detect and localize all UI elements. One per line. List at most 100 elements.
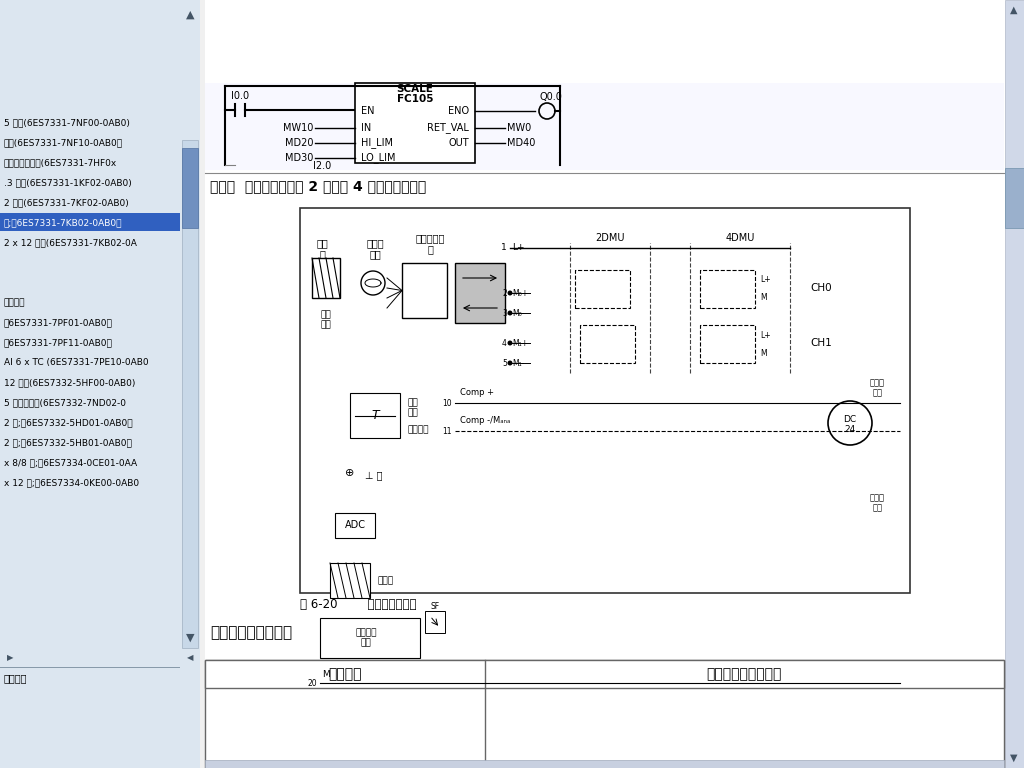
Text: RET_VAL: RET_VAL (427, 123, 469, 134)
Text: 立高速；同步；(6ES7331-7HF0x: 立高速；同步；(6ES7331-7HF0x (4, 158, 118, 167)
Bar (205, 83, 1004, 170)
Text: 接线：  用于电流测量的 2 线制和 4 线制测量变送器: 接线： 用于电流测量的 2 线制和 4 线制测量变送器 (210, 179, 426, 193)
Bar (330, 563, 370, 598)
Text: 24: 24 (845, 425, 856, 433)
Text: 2 位;（6ES7332-5HD01-0AB0）: 2 位;（6ES7332-5HD01-0AB0） (4, 419, 133, 428)
Text: （6ES7331-7PF11-0AB0）: （6ES7331-7PF11-0AB0） (4, 339, 113, 347)
Text: HI_LIM: HI_LIM (361, 137, 393, 148)
Bar (1005, 0, 1024, 768)
Bar (205, 660, 1004, 768)
Text: 图 6-20        接线图和方框图: 图 6-20 接线图和方框图 (300, 598, 417, 611)
Bar (0, 213, 180, 231)
Text: MD30: MD30 (285, 153, 313, 163)
Text: 20: 20 (307, 678, 317, 687)
Bar (0, 0, 200, 768)
Text: 背板总线
接口: 背板总线 接口 (355, 628, 377, 647)
Text: ▼: ▼ (1011, 753, 1018, 763)
Text: ◀: ◀ (186, 654, 194, 663)
Text: CH1: CH1 (810, 338, 831, 348)
Text: 模块测量范围的设置: 模块测量范围的设置 (210, 625, 292, 641)
Text: 测量范围模
块: 测量范围模 块 (416, 233, 444, 255)
Text: ⊥ 无: ⊥ 无 (365, 470, 383, 480)
Text: SCALE: SCALE (396, 84, 433, 94)
Text: 5 位；(6ES7331-7NF00-0AB0): 5 位；(6ES7331-7NF00-0AB0) (4, 118, 130, 127)
Text: I0.0: I0.0 (231, 91, 249, 101)
Text: CH0: CH0 (810, 283, 831, 293)
Text: T: T (371, 409, 379, 422)
Text: 2 位;（6ES7332-5HB01-0AB0）: 2 位;（6ES7332-5HB01-0AB0） (4, 439, 132, 448)
Bar (205, 660, 1004, 688)
Text: 内部
补偿: 内部 补偿 (408, 398, 419, 417)
Bar (335, 513, 375, 538)
Text: 电流
源: 电流 源 (316, 238, 328, 260)
Bar (580, 325, 635, 363)
Text: 外部补偿: 外部补偿 (408, 425, 429, 435)
Bar (700, 325, 755, 363)
Text: Comp +: Comp + (460, 388, 494, 397)
Text: DC: DC (844, 415, 856, 423)
Text: 多路转
换器: 多路转 换器 (367, 238, 384, 260)
Text: 测量范围: 测量范围 (328, 667, 361, 681)
Bar (0, 667, 180, 668)
Text: 11: 11 (442, 426, 452, 435)
Text: M₀+: M₀+ (512, 289, 528, 297)
Text: ▲: ▲ (185, 10, 195, 20)
Text: 等电位
连接: 等电位 连接 (870, 378, 885, 397)
Bar (205, 760, 1004, 768)
Text: M: M (322, 670, 330, 679)
Bar (700, 270, 755, 308)
Text: L+: L+ (512, 243, 524, 253)
Text: 立;（6ES7331-7KB02-0AB0）: 立;（6ES7331-7KB02-0AB0） (4, 219, 123, 227)
Text: MW10: MW10 (283, 123, 313, 133)
Text: SF: SF (430, 602, 439, 611)
Text: ENO: ENO (447, 106, 469, 116)
Text: L+: L+ (760, 330, 771, 339)
Circle shape (508, 360, 512, 366)
Text: LO_LIM: LO_LIM (361, 153, 395, 164)
Text: ⊕: ⊕ (345, 468, 354, 478)
Text: Comp -/Mₐₙₐ: Comp -/Mₐₙₐ (460, 416, 510, 425)
Text: 2 x 12 位；(6ES7331-7KB02-0A: 2 x 12 位；(6ES7331-7KB02-0A (4, 239, 137, 247)
Text: MD20: MD20 (285, 138, 313, 148)
Text: 3: 3 (502, 309, 507, 317)
Text: 4DMU: 4DMU (725, 233, 755, 243)
Bar (425, 611, 445, 633)
Bar (455, 263, 505, 323)
Text: 4: 4 (502, 339, 507, 347)
Text: 10: 10 (442, 399, 452, 408)
Bar (312, 258, 340, 298)
Text: 5 位；同步；(6ES7332-7ND02-0: 5 位；同步；(6ES7332-7ND02-0 (4, 399, 126, 408)
Text: ADC: ADC (344, 521, 366, 531)
Circle shape (508, 340, 512, 346)
Bar (1005, 168, 1024, 228)
Text: .3 位；(6ES7331-1KF02-0AB0): .3 位；(6ES7331-1KF02-0AB0) (4, 178, 132, 187)
Text: x 8/8 位;（6ES7334-0CE01-0AA: x 8/8 位;（6ES7334-0CE01-0AA (4, 458, 137, 468)
Text: EN: EN (361, 106, 375, 116)
Text: 1: 1 (502, 243, 507, 253)
Text: x 12 位;（6ES7334-0KE00-0AB0: x 12 位;（6ES7334-0KE00-0AB0 (4, 478, 139, 488)
Text: 2DMU: 2DMU (595, 233, 625, 243)
Text: 功能性
接地: 功能性 接地 (870, 493, 885, 512)
Text: FC105: FC105 (396, 94, 433, 104)
Text: 电隔离: 电隔离 (378, 576, 394, 585)
Text: 5: 5 (502, 359, 507, 368)
Text: M: M (760, 349, 767, 357)
Text: （6ES7331-7PF01-0AB0）: （6ES7331-7PF01-0AB0） (4, 319, 113, 327)
Bar (182, 140, 198, 648)
Text: OUT: OUT (449, 138, 469, 148)
Text: 2 位；(6ES7331-7KF02-0AB0): 2 位；(6ES7331-7KF02-0AB0) (4, 198, 129, 207)
Text: 2: 2 (502, 289, 507, 297)
Text: AI 6 x TC (6ES7331-7PE10-0AB0: AI 6 x TC (6ES7331-7PE10-0AB0 (4, 359, 148, 368)
Bar (319, 618, 420, 658)
Bar (182, 148, 198, 228)
Bar (402, 263, 447, 318)
Text: 附加信息: 附加信息 (4, 673, 28, 683)
Text: M₁+: M₁+ (512, 339, 528, 347)
Text: 附加信息: 附加信息 (4, 299, 26, 307)
Text: ▲: ▲ (1011, 5, 1018, 15)
Text: ▼: ▼ (185, 633, 195, 643)
Text: M₁-: M₁- (512, 359, 524, 368)
Text: L+: L+ (760, 276, 771, 284)
Text: 内部
电源: 内部 电源 (321, 310, 332, 329)
Text: MW0: MW0 (507, 123, 531, 133)
